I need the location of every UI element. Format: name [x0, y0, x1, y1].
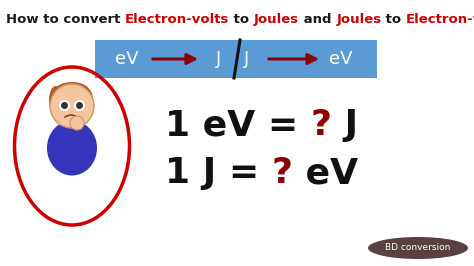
Text: 1 eV =: 1 eV = — [165, 108, 311, 142]
Circle shape — [50, 84, 94, 128]
Text: ?: ? — [272, 156, 293, 190]
Text: and: and — [299, 13, 337, 26]
Text: to: to — [229, 13, 254, 26]
Ellipse shape — [54, 82, 90, 102]
Text: eV: eV — [115, 50, 138, 68]
Text: to: to — [382, 13, 406, 26]
FancyBboxPatch shape — [95, 40, 377, 78]
Text: Joules: Joules — [254, 13, 299, 26]
Text: J: J — [216, 50, 221, 68]
Text: BD conversion: BD conversion — [385, 243, 451, 252]
Text: Joules: Joules — [337, 13, 382, 26]
Text: eV: eV — [329, 50, 353, 68]
Text: J: J — [244, 50, 249, 68]
Text: J: J — [332, 108, 358, 142]
Text: Electron-volts: Electron-volts — [125, 13, 229, 26]
Ellipse shape — [368, 237, 468, 259]
Text: ?: ? — [311, 108, 332, 142]
Ellipse shape — [49, 86, 63, 114]
Ellipse shape — [47, 120, 97, 176]
Text: eV: eV — [293, 156, 358, 190]
Ellipse shape — [83, 89, 93, 111]
Text: Electron-volts: Electron-volts — [406, 13, 474, 26]
Text: 1 J =: 1 J = — [165, 156, 272, 190]
Circle shape — [70, 116, 84, 130]
Text: How to convert: How to convert — [6, 13, 125, 26]
